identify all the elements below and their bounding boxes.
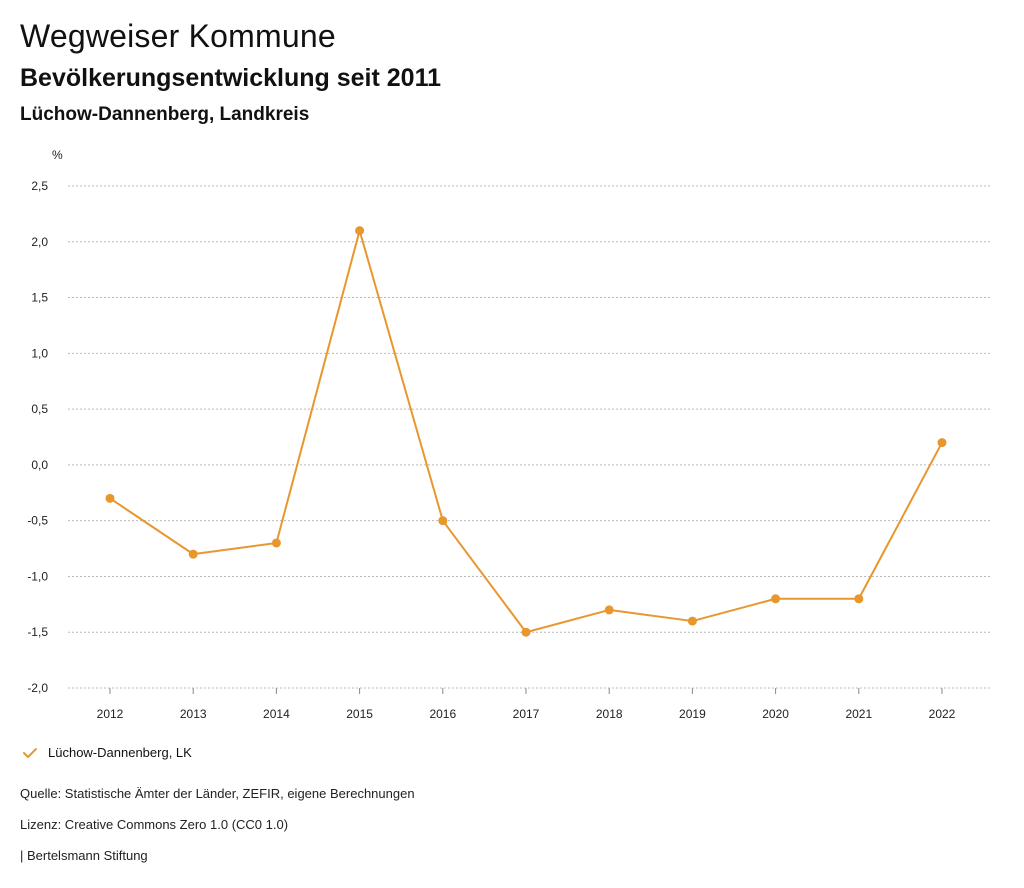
x-tick-label: 2015 [346, 707, 373, 721]
data-point-2016 [438, 516, 448, 526]
series-lines [109, 229, 943, 634]
x-axis-ticks: 2012 2013 2014 2015 2016 2017 2018 2019 2020 2021… [97, 688, 956, 721]
x-tick-label: 2014 [263, 707, 290, 721]
line-chart: % 2,5 2,0 1,5 1,0 0,5 0,0 -0,5 -1,0 -1,5 -2,0 201… [27, 148, 990, 721]
data-point-2022 [937, 438, 947, 448]
y-tick-label: -1,0 [27, 569, 48, 583]
license-note: Lizenz: Creative Commons Zero 1.0 (CC0 1… [20, 817, 289, 832]
data-point-2015 [355, 226, 365, 236]
x-tick-label: 2022 [929, 707, 956, 721]
x-tick-label: 2017 [513, 707, 540, 721]
x-tick-label: 2020 [762, 707, 789, 721]
series-points [105, 226, 947, 637]
data-point-2013 [188, 549, 198, 559]
y-tick-label: 1,5 [31, 291, 48, 305]
data-point-2014 [271, 538, 281, 548]
x-tick-label: 2016 [429, 707, 456, 721]
data-point-2012 [105, 493, 115, 503]
y-tick-label: 2,5 [31, 179, 48, 193]
legend-item-luechow-dannenberg[interactable]: Lüchow-Dannenberg, LK [22, 745, 192, 760]
credit-note: | Bertelsmann Stiftung [20, 848, 148, 863]
series-line [109, 229, 943, 634]
page-title: Wegweiser Kommune [20, 18, 336, 54]
data-point-2018 [604, 605, 614, 615]
y-tick-label: 0,0 [31, 458, 48, 472]
x-tick-label: 2019 [679, 707, 706, 721]
x-tick-label: 2012 [97, 707, 124, 721]
y-tick-label: 1,0 [31, 346, 48, 360]
legend-label: Lüchow-Dannenberg, LK [48, 745, 192, 760]
data-point-2021 [854, 594, 864, 604]
data-point-2020 [771, 594, 781, 604]
x-tick-label: 2018 [596, 707, 623, 721]
region-name: Lüchow-Dannenberg, Landkreis [20, 104, 310, 125]
grid-lines [68, 185, 990, 689]
y-tick-label: -0,5 [27, 514, 48, 528]
y-tick-label: 0,5 [31, 402, 48, 416]
chart-subtitle: Bevölkerungsentwicklung seit 2011 [20, 64, 441, 92]
data-point-2019 [687, 616, 697, 626]
y-tick-label: -2,0 [27, 681, 48, 695]
check-icon [23, 747, 37, 758]
y-tick-label: -1,5 [27, 625, 48, 639]
source-note: Quelle: Statistische Ämter der Länder, Z… [20, 786, 415, 801]
x-tick-label: 2013 [180, 707, 207, 721]
y-tick-label: 2,0 [31, 235, 48, 249]
x-tick-label: 2021 [845, 707, 872, 721]
data-point-2017 [521, 627, 531, 637]
y-axis-unit-label: % [52, 148, 63, 162]
y-axis-ticks: 2,5 2,0 1,5 1,0 0,5 0,0 -0,5 -1,0 -1,5 -2,0 [27, 179, 48, 695]
